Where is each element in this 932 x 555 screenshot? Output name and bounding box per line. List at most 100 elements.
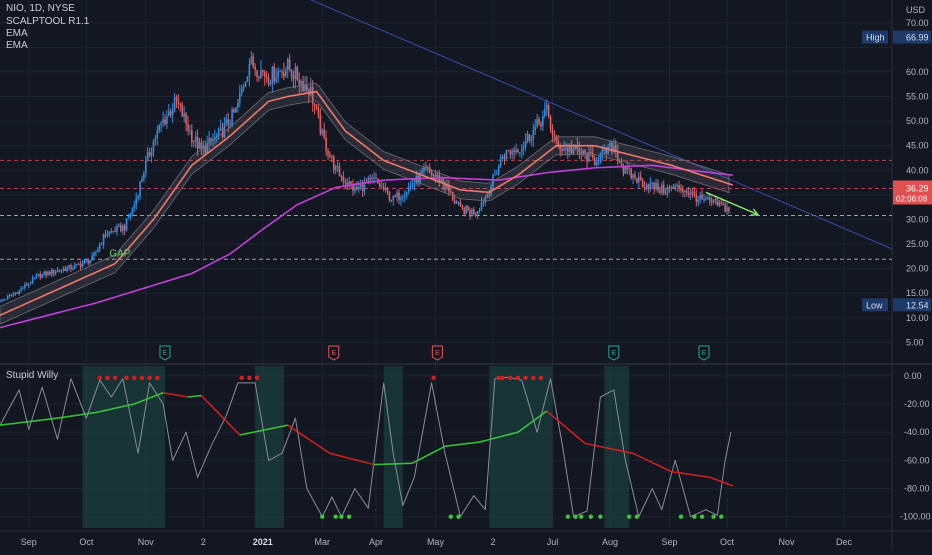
candle-body[interactable] [287, 59, 289, 70]
candle-body[interactable] [469, 210, 471, 214]
candle-body[interactable] [295, 67, 297, 79]
candle-body[interactable] [41, 274, 43, 278]
candle-body[interactable] [32, 278, 34, 283]
candle-body[interactable] [320, 115, 322, 134]
candle-body[interactable] [51, 270, 53, 275]
candle-body[interactable] [281, 71, 283, 73]
candle-body[interactable] [53, 270, 55, 274]
candle-body[interactable] [9, 295, 11, 296]
earnings-marker-beat[interactable]: E [699, 346, 709, 360]
candle-body[interactable] [316, 106, 318, 108]
candle-body[interactable] [101, 244, 103, 245]
candle-body[interactable] [1, 300, 3, 301]
indicator-label-ema-1[interactable]: EMA [6, 28, 28, 40]
candle-body[interactable] [663, 185, 665, 193]
candle-body[interactable] [124, 226, 126, 230]
candle-body[interactable] [262, 70, 264, 72]
candle-body[interactable] [481, 202, 483, 209]
candle-body[interactable] [89, 260, 91, 263]
candle-body[interactable] [707, 198, 709, 199]
candle-body[interactable] [103, 234, 105, 244]
candle-body[interactable] [628, 168, 630, 169]
candle-body[interactable] [241, 89, 243, 93]
candle-body[interactable] [341, 176, 343, 177]
candle-body[interactable] [181, 105, 183, 117]
candle-body[interactable] [684, 190, 686, 191]
candle-body[interactable] [717, 199, 719, 206]
candle-body[interactable] [676, 185, 678, 186]
candle-body[interactable] [483, 202, 485, 203]
candle-body[interactable] [519, 152, 521, 153]
candle-body[interactable] [277, 71, 279, 78]
candle-body[interactable] [76, 264, 78, 265]
candle-body[interactable] [72, 268, 74, 269]
candle-body[interactable] [523, 146, 525, 148]
candle-body[interactable] [226, 119, 228, 123]
candle-body[interactable] [630, 168, 632, 177]
candle-body[interactable] [91, 256, 93, 261]
candle-body[interactable] [375, 178, 377, 179]
candle-body[interactable] [323, 129, 325, 137]
candle-body[interactable] [180, 103, 182, 105]
candle-body[interactable] [636, 178, 638, 182]
candle-body[interactable] [456, 203, 458, 204]
candle-body[interactable] [250, 56, 252, 64]
candle-body[interactable] [64, 269, 66, 271]
candle-body[interactable] [297, 67, 299, 80]
candle-body[interactable] [521, 149, 523, 153]
candle-body[interactable] [15, 293, 17, 294]
candle-body[interactable] [114, 231, 116, 232]
candle-body[interactable] [321, 129, 323, 133]
candle-body[interactable] [74, 265, 76, 269]
candle-body[interactable] [197, 137, 199, 149]
candle-body[interactable] [410, 186, 412, 188]
candle-body[interactable] [674, 185, 676, 188]
earnings-marker-beat[interactable]: E [609, 346, 619, 360]
candle-body[interactable] [274, 67, 276, 82]
candle-body[interactable] [266, 76, 268, 78]
candle-body[interactable] [135, 198, 137, 205]
candle-body[interactable] [509, 151, 511, 154]
candle-body[interactable] [400, 198, 402, 200]
candle-body[interactable] [26, 285, 28, 286]
candle-body[interactable] [694, 192, 696, 196]
candle-body[interactable] [61, 270, 63, 271]
candle-body[interactable] [147, 152, 149, 160]
candle-body[interactable] [139, 182, 141, 197]
candle-body[interactable] [659, 191, 661, 193]
candle-body[interactable] [141, 179, 143, 181]
candle-body[interactable] [394, 196, 396, 197]
candle-body[interactable] [155, 138, 157, 140]
candle-body[interactable] [239, 93, 241, 103]
candle-body[interactable] [176, 97, 178, 99]
candle-body[interactable] [110, 231, 112, 232]
candle-body[interactable] [462, 206, 464, 208]
candle-body[interactable] [362, 185, 364, 192]
candle-body[interactable] [143, 173, 145, 179]
candle-body[interactable] [701, 195, 703, 200]
candle-body[interactable] [665, 193, 667, 194]
candle-body[interactable] [291, 70, 293, 76]
candle-body[interactable] [0, 301, 1, 302]
candle-body[interactable] [371, 178, 373, 179]
symbol-title[interactable]: NIO, 1D, NYSE [6, 3, 75, 15]
candle-body[interactable] [542, 116, 544, 126]
candle-body[interactable] [99, 245, 101, 250]
candle-body[interactable] [93, 253, 95, 256]
candle-body[interactable] [392, 196, 394, 200]
candle-body[interactable] [682, 189, 684, 192]
candle-body[interactable] [3, 300, 5, 301]
candle-body[interactable] [546, 105, 548, 109]
candle-body[interactable] [300, 81, 302, 85]
candle-body[interactable] [86, 260, 88, 261]
candle-body[interactable] [667, 187, 669, 193]
candle-body[interactable] [406, 192, 408, 196]
candle-body[interactable] [233, 109, 235, 112]
candle-body[interactable] [458, 202, 460, 203]
candle-body[interactable] [339, 167, 341, 176]
candle-body[interactable] [45, 272, 47, 275]
candle-body[interactable] [283, 73, 285, 76]
candle-body[interactable] [84, 261, 86, 264]
candle-body[interactable] [122, 226, 124, 231]
candle-body[interactable] [680, 189, 682, 190]
